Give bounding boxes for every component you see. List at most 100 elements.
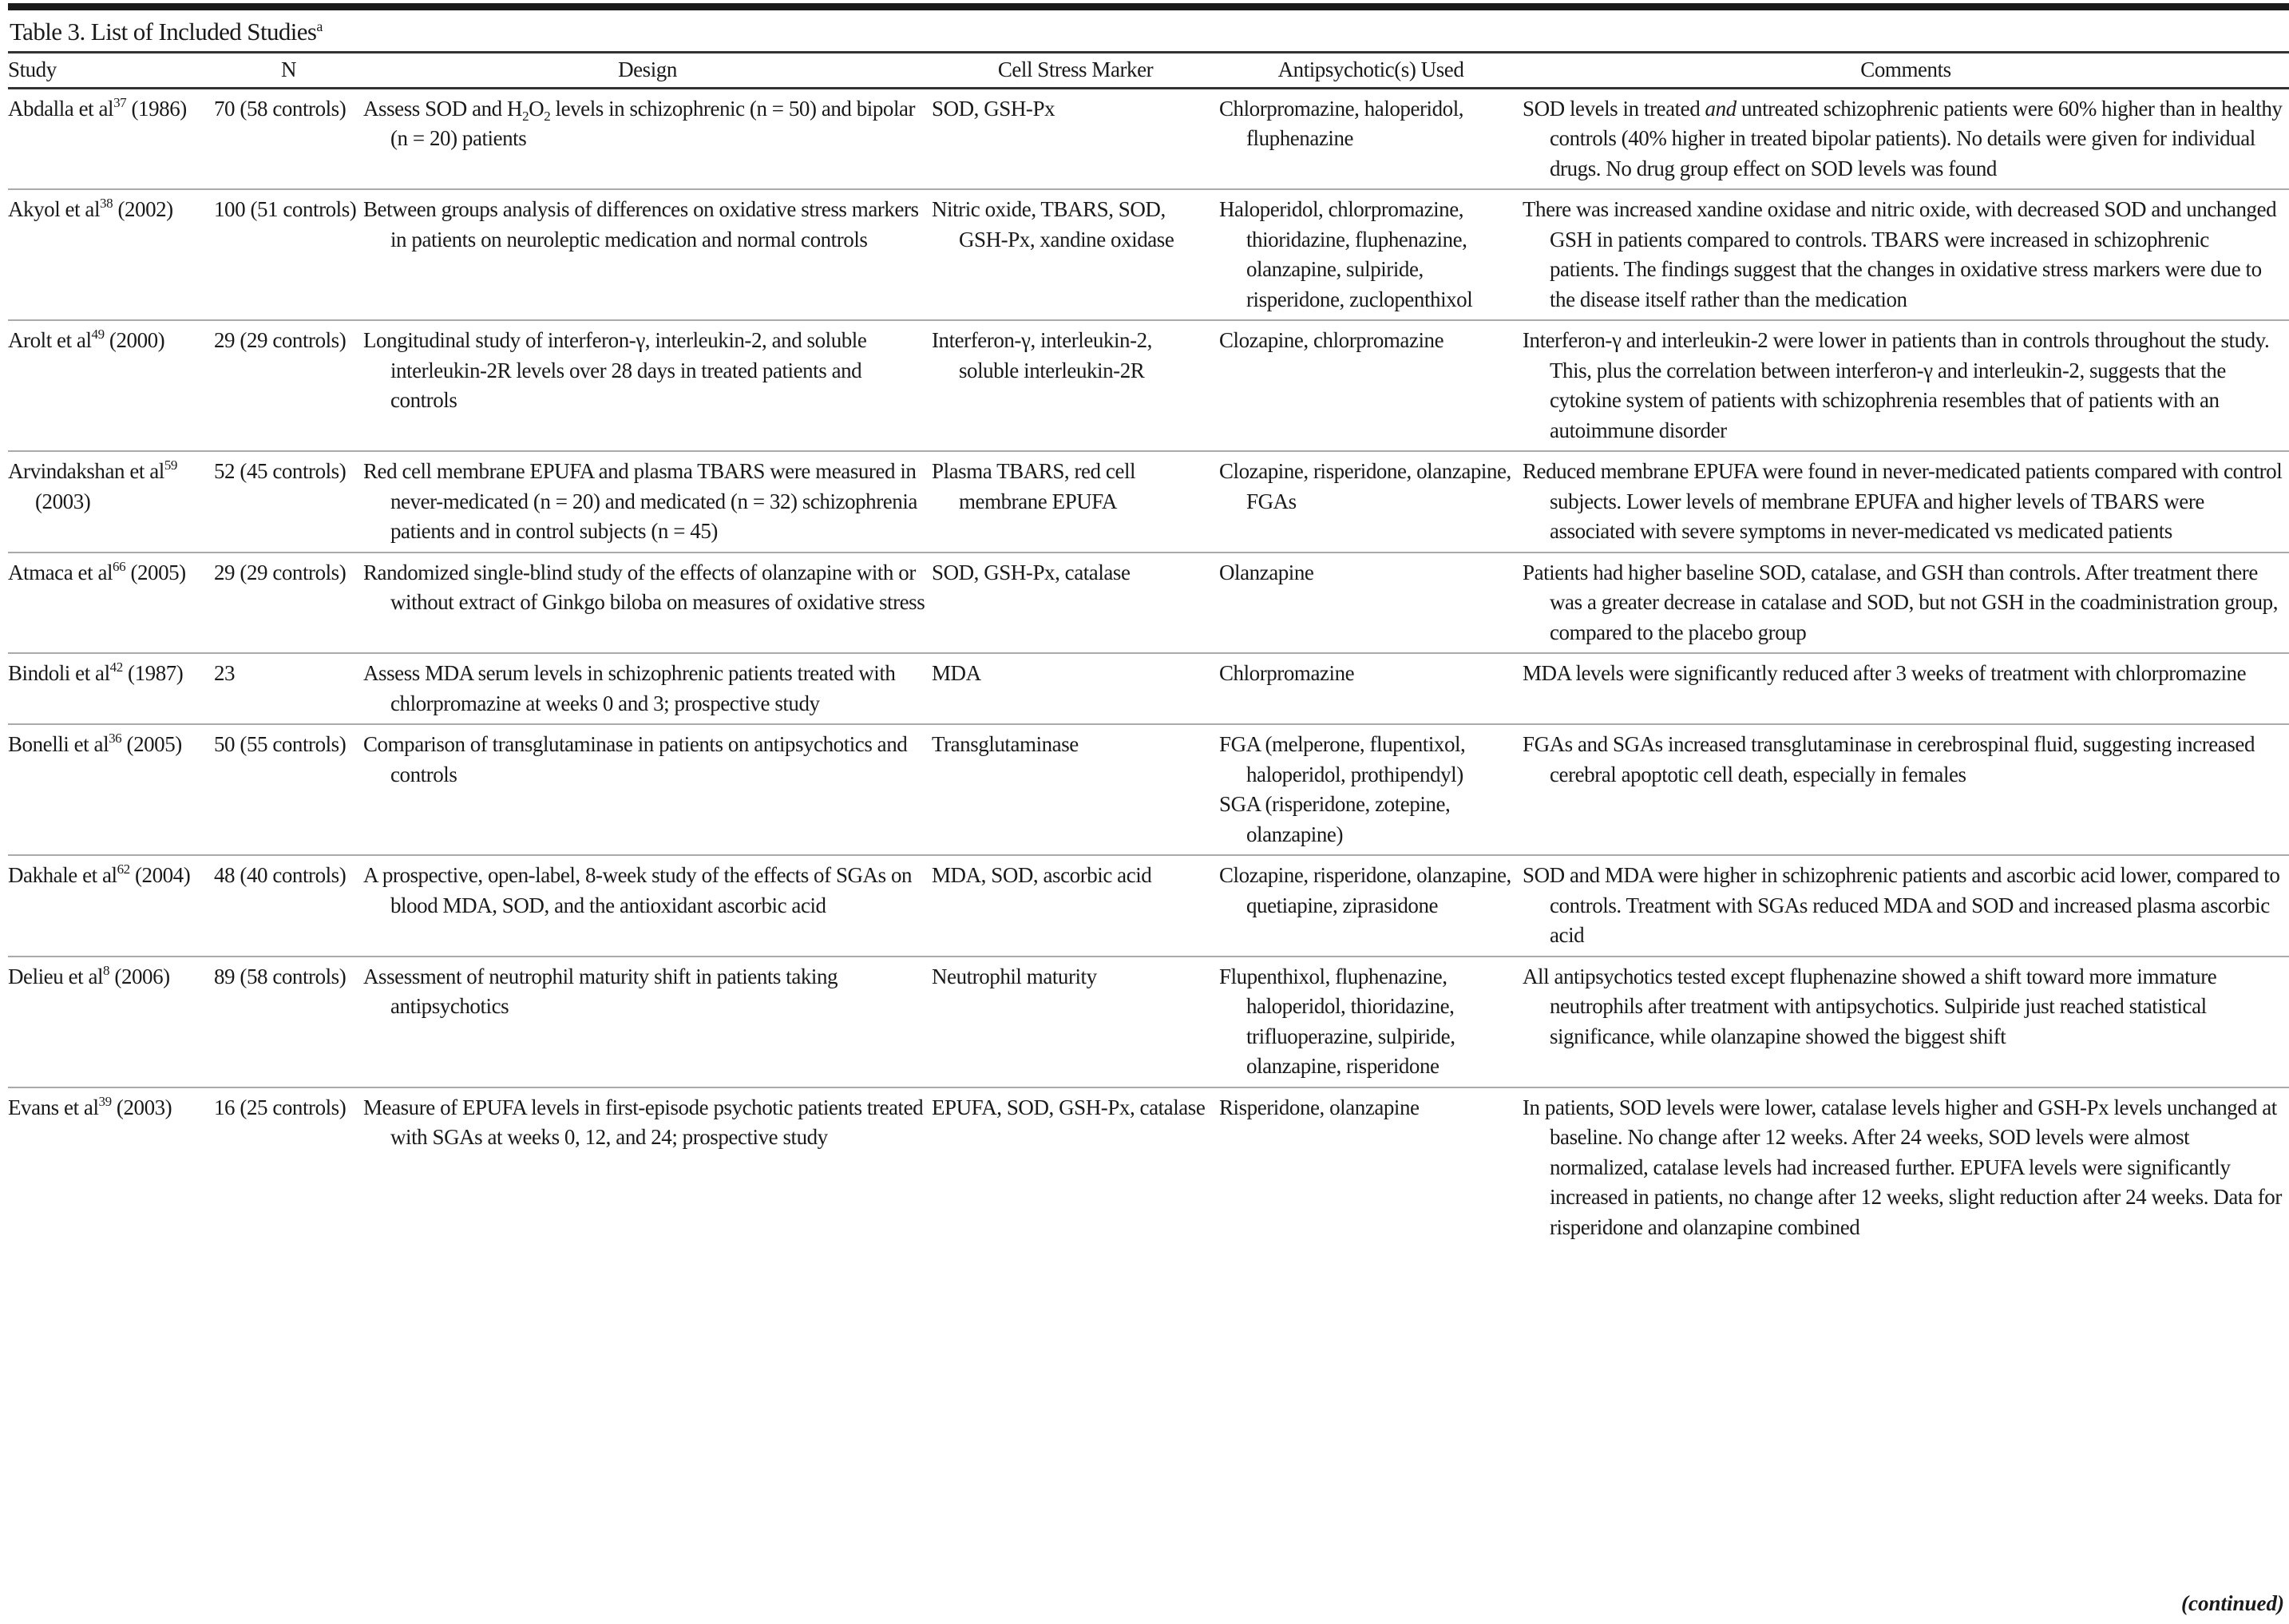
text: Measure of EPUFA levels in first-episode… (363, 1095, 924, 1150)
text: FGA (melperone, flupentixol, haloperidol… (1219, 732, 1466, 786)
text: Clozapine, risperidone, olanzapine, quet… (1219, 863, 1511, 917)
cell-n: 52 (45 controls) (214, 451, 363, 553)
cell-text: MDA levels were significantly reduced af… (1523, 659, 2283, 689)
text: Longitudinal study of interferon-γ, inte… (363, 328, 867, 412)
cell-text: Patients had higher baseline SOD, catala… (1523, 558, 2283, 648)
cell-text: 16 (25 controls) (214, 1093, 357, 1123)
text: 29 (29 controls) (214, 328, 347, 352)
text: Assess SOD and H (363, 96, 523, 121)
cell-design: A prospective, open-label, 8-week study … (363, 855, 932, 957)
cell-text: SOD, GSH-Px, catalase (932, 558, 1213, 588)
cell-design: Assessment of neutrophil maturity shift … (363, 957, 932, 1087)
cell-drugs: FGA (melperone, flupentixol, haloperidol… (1219, 724, 1523, 855)
text: Interferon-γ and interleukin-2 were lowe… (1523, 328, 2270, 442)
text: Arolt et al (8, 328, 92, 352)
cell-text: FGAs and SGAs increased transglutaminase… (1523, 730, 2283, 790)
cell-design: Comparison of transglutaminase in patien… (363, 724, 932, 855)
text: (2002) (113, 197, 173, 221)
text: 23 (214, 661, 236, 685)
cell-n: 23 (214, 653, 363, 724)
text: Chlorpromazine (1219, 661, 1355, 685)
cell-n: 70 (58 controls) (214, 88, 363, 189)
cell-text: Bonelli et al36 (2005) (8, 730, 208, 760)
cell-comments: Patients had higher baseline SOD, catala… (1523, 553, 2289, 654)
table-row: Akyol et al38 (2002) 100 (51 controls) Bet… (8, 189, 2289, 320)
cell-text: Interferon-γ and interleukin-2 were lowe… (1523, 326, 2283, 446)
header-n: N (280, 57, 297, 81)
cell-n: 100 (51 controls) (214, 189, 363, 320)
cell-text: In patients, SOD levels were lower, cata… (1523, 1093, 2283, 1243)
cell-marker: Plasma TBARS, red cell membrane EPUFA (932, 451, 1219, 553)
cell-comments: All antipsychotics tested except fluphen… (1523, 957, 2289, 1087)
cell-text: MDA (932, 659, 1213, 689)
cell-design: Between groups analysis of differences o… (363, 189, 932, 320)
cell-study: Arvindakshan et al59 (2003) (8, 451, 214, 553)
text: SGA (risperidone, zotepine, olanzapine) (1219, 792, 1451, 846)
text: Patients had higher baseline SOD, catala… (1523, 560, 2279, 644)
text: 16 (25 controls) (214, 1095, 347, 1119)
cell-text: SOD and MDA were higher in schizophrenic… (1523, 861, 2283, 951)
cell-text: SOD, GSH-Px (932, 94, 1213, 125)
cell-text: Assess SOD and H2O2 levels in schizophre… (363, 94, 925, 154)
text: MDA levels were significantly reduced af… (1523, 661, 2247, 685)
cell-text: SGA (risperidone, zotepine, olanzapine) (1219, 790, 1516, 850)
cell-text: Comparison of transglutaminase in patien… (363, 730, 925, 790)
text: MDA (932, 661, 981, 685)
cell-text: Evans et al39 (2003) (8, 1093, 208, 1123)
cell-marker: Neutrophil maturity (932, 957, 1219, 1087)
cell-text: Assess MDA serum levels in schizophrenic… (363, 659, 925, 719)
text: Dakhale et al (8, 863, 117, 887)
cell-text: Risperidone, olanzapine (1219, 1093, 1516, 1123)
text: (2003) (35, 489, 91, 513)
cell-text: Red cell membrane EPUFA and plasma TBARS… (363, 457, 925, 547)
cell-marker: EPUFA, SOD, GSH-Px, catalase (932, 1087, 1219, 1248)
cell-design: Assess MDA serum levels in schizophrenic… (363, 653, 932, 724)
text: (2005) (121, 732, 183, 756)
table-row: Dakhale et al62 (2004) 48 (40 controls) A … (8, 855, 2289, 957)
cell-study: Bindoli et al42 (1987) (8, 653, 214, 724)
text: SOD levels in treated (1523, 96, 1705, 121)
text: Delieu et al (8, 964, 104, 988)
cell-text: Interferon-γ, interleukin-2, soluble int… (932, 326, 1213, 386)
cell-text: SOD levels in treated and untreated schi… (1523, 94, 2283, 184)
cell-text: Clozapine, chlorpromazine (1219, 326, 1516, 356)
cell-marker: MDA, SOD, ascorbic acid (932, 855, 1219, 957)
reference-superscript: 36 (109, 731, 122, 746)
cell-n: 89 (58 controls) (214, 957, 363, 1087)
cell-drugs: Haloperidol, chlorpromazine, thioridazin… (1219, 189, 1523, 320)
cell-text: Neutrophil maturity (932, 962, 1213, 992)
table-title: Table 3. List of Included Studiesa (10, 16, 323, 48)
text: Olanzapine (1219, 560, 1314, 584)
cell-text: Assessment of neutrophil maturity shift … (363, 962, 925, 1022)
cell-design: Longitudinal study of interferon-γ, inte… (363, 320, 932, 451)
reference-superscript: 49 (91, 327, 105, 342)
cell-marker: MDA (932, 653, 1219, 724)
text: Plasma TBARS, red cell membrane EPUFA (932, 459, 1136, 513)
cell-comments: FGAs and SGAs increased transglutaminase… (1523, 724, 2289, 855)
text: Assess MDA serum levels in schizophrenic… (363, 661, 896, 715)
text: Atmaca et al (8, 560, 113, 584)
text: Randomized single-blind study of the eff… (363, 560, 925, 615)
reference-superscript: 62 (117, 862, 131, 877)
cell-text: 100 (51 controls) (214, 195, 357, 225)
cell-text: Randomized single-blind study of the eff… (363, 558, 925, 618)
text: MDA, SOD, ascorbic acid (932, 863, 1152, 887)
text: A prospective, open-label, 8-week study … (363, 863, 913, 917)
cell-text: 29 (29 controls) (214, 326, 357, 356)
table-row: Evans et al39 (2003) 16 (25 controls) Meas… (8, 1087, 2289, 1248)
header-design: Design (618, 57, 677, 81)
text: All antipsychotics tested except fluphen… (1523, 964, 2217, 1048)
cell-text: All antipsychotics tested except fluphen… (1523, 962, 2283, 1052)
cell-marker: SOD, GSH-Px, catalase (932, 553, 1219, 654)
cell-text: There was increased xandine oxidase and … (1523, 195, 2283, 315)
cell-text: Arolt et al49 (2000) (8, 326, 208, 356)
cell-text: 50 (55 controls) (214, 730, 357, 760)
table-row: Arvindakshan et al59 (2003) 52 (45 contro… (8, 451, 2289, 553)
text: Evans et al (8, 1095, 99, 1119)
cell-n: 29 (29 controls) (214, 320, 363, 451)
cell-study: Abdalla et al37 (1986) (8, 88, 214, 189)
cell-drugs: Flupenthixol, fluphenazine, haloperidol,… (1219, 957, 1523, 1087)
cell-text: A prospective, open-label, 8-week study … (363, 861, 925, 921)
text: (1987) (122, 661, 184, 685)
cell-study: Evans et al39 (2003) (8, 1087, 214, 1248)
